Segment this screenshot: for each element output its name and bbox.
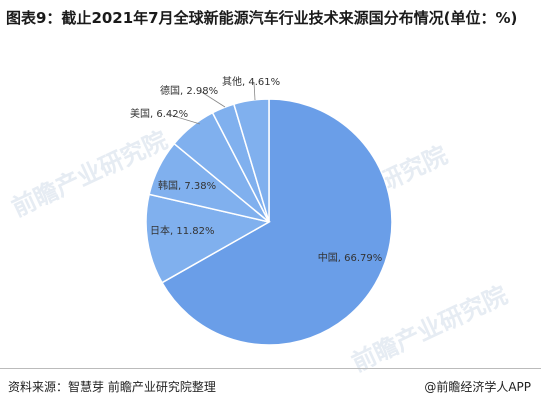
data-label: 德国, 2.98% — [160, 84, 218, 97]
data-label: 日本, 11.82% — [150, 224, 215, 237]
divider — [0, 368, 541, 369]
pie-slice — [232, 98, 270, 223]
pie-slice — [160, 98, 393, 346]
data-label: 美国, 6.42% — [130, 107, 188, 120]
logo-text: @前瞻经济学人APP — [424, 380, 531, 394]
data-label: 中国, 66.79% — [318, 251, 383, 264]
leader-line — [166, 113, 201, 125]
pie-slice — [145, 193, 272, 284]
leader-line — [199, 90, 226, 108]
leader-line — [253, 81, 256, 101]
data-label: 其他, 4.61% — [222, 75, 280, 88]
watermark: 前瞻产业研究院 — [348, 281, 512, 377]
source-note: 资料来源：智慧芽 前瞻产业研究院整理 — [8, 380, 216, 394]
chart-title: 图表9：截止2021年7月全球新能源汽车行业技术来源国分布情况(单位：%) — [6, 9, 518, 27]
data-label: 韩国, 7.38% — [158, 179, 216, 192]
